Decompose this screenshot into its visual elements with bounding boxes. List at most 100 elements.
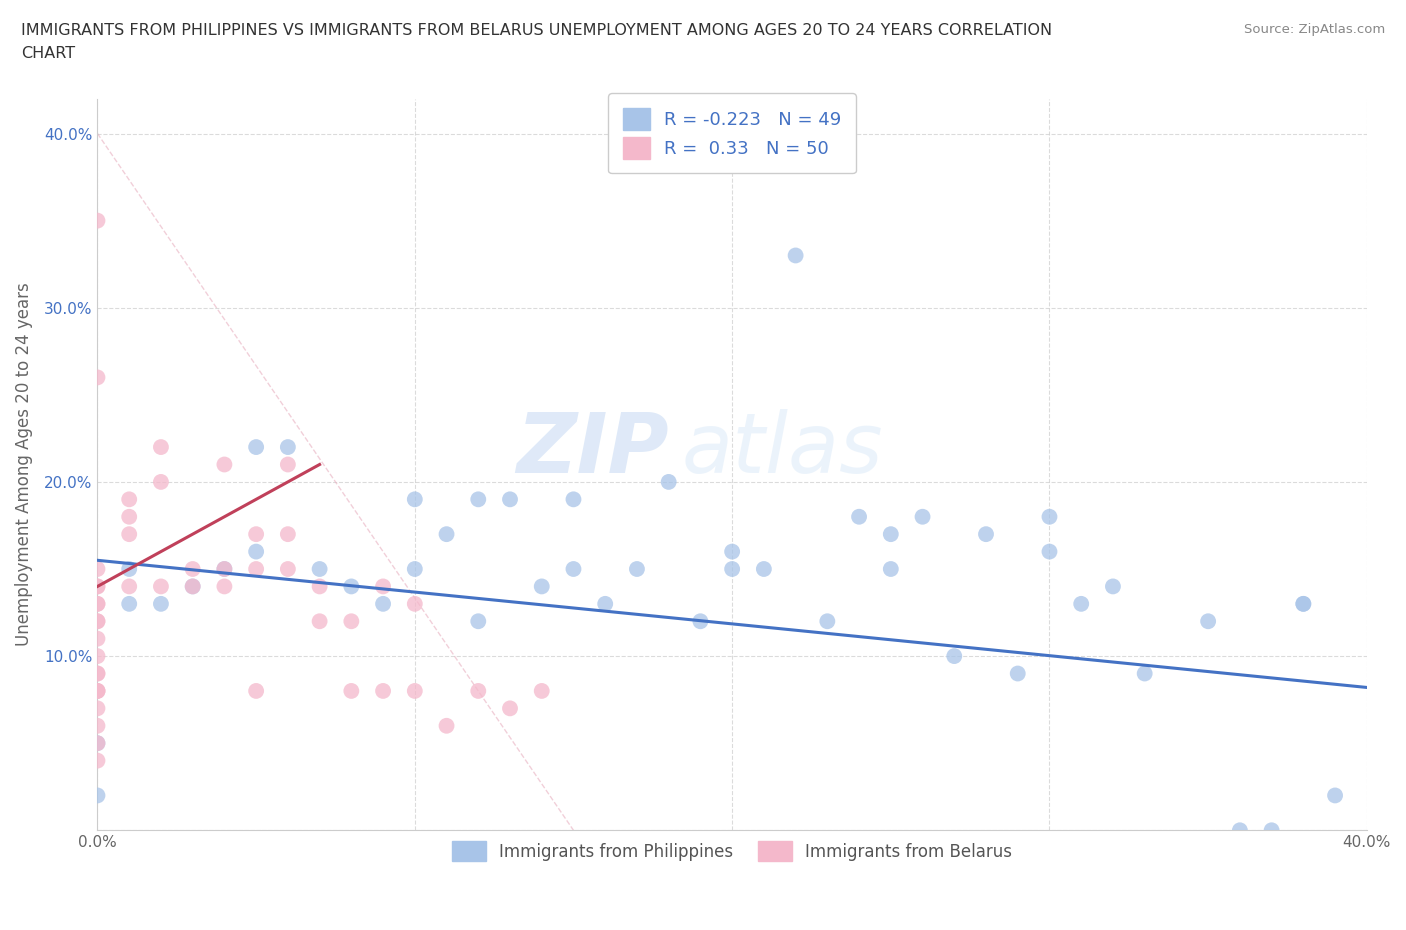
Point bbox=[86, 684, 108, 698]
Point bbox=[118, 492, 141, 507]
Point bbox=[245, 684, 267, 698]
Point bbox=[1038, 510, 1060, 525]
Point bbox=[562, 562, 585, 577]
Point bbox=[371, 579, 394, 594]
Point bbox=[86, 562, 108, 577]
Point bbox=[1260, 823, 1282, 838]
Point bbox=[86, 666, 108, 681]
Point bbox=[404, 562, 426, 577]
Point bbox=[181, 562, 204, 577]
Point bbox=[86, 370, 108, 385]
Point bbox=[86, 684, 108, 698]
Point bbox=[593, 596, 616, 611]
Point bbox=[911, 510, 934, 525]
Point bbox=[404, 684, 426, 698]
Point bbox=[149, 474, 172, 489]
Point bbox=[530, 579, 553, 594]
Point bbox=[245, 544, 267, 559]
Point bbox=[245, 526, 267, 541]
Point bbox=[562, 492, 585, 507]
Point bbox=[467, 614, 489, 629]
Point bbox=[974, 526, 997, 541]
Point bbox=[499, 701, 522, 716]
Point bbox=[880, 562, 903, 577]
Point bbox=[181, 579, 204, 594]
Point bbox=[436, 718, 458, 733]
Point bbox=[214, 562, 236, 577]
Point bbox=[721, 544, 744, 559]
Point bbox=[880, 526, 903, 541]
Point bbox=[340, 614, 363, 629]
Point bbox=[404, 596, 426, 611]
Point bbox=[1038, 544, 1060, 559]
Point bbox=[86, 631, 108, 646]
Point bbox=[1292, 596, 1315, 611]
Point bbox=[1133, 666, 1156, 681]
Point bbox=[86, 736, 108, 751]
Point bbox=[308, 614, 330, 629]
Text: ZIP: ZIP bbox=[516, 409, 669, 490]
Point bbox=[404, 492, 426, 507]
Point bbox=[86, 648, 108, 663]
Point bbox=[86, 596, 108, 611]
Point bbox=[371, 596, 394, 611]
Point bbox=[181, 579, 204, 594]
Point bbox=[118, 562, 141, 577]
Point bbox=[86, 684, 108, 698]
Point bbox=[277, 457, 299, 472]
Point bbox=[277, 526, 299, 541]
Point bbox=[371, 684, 394, 698]
Point bbox=[626, 562, 648, 577]
Point bbox=[1102, 579, 1125, 594]
Point bbox=[815, 614, 838, 629]
Point bbox=[277, 440, 299, 455]
Point bbox=[245, 440, 267, 455]
Point bbox=[149, 579, 172, 594]
Legend: Immigrants from Philippines, Immigrants from Belarus: Immigrants from Philippines, Immigrants … bbox=[444, 832, 1021, 870]
Point bbox=[1070, 596, 1092, 611]
Point bbox=[785, 248, 807, 263]
Point bbox=[658, 474, 681, 489]
Point bbox=[943, 648, 966, 663]
Point bbox=[118, 510, 141, 525]
Text: Source: ZipAtlas.com: Source: ZipAtlas.com bbox=[1244, 23, 1385, 36]
Point bbox=[340, 684, 363, 698]
Point bbox=[1007, 666, 1029, 681]
Point bbox=[689, 614, 711, 629]
Point bbox=[1292, 596, 1315, 611]
Point bbox=[86, 579, 108, 594]
Text: CHART: CHART bbox=[21, 46, 75, 61]
Point bbox=[340, 579, 363, 594]
Point bbox=[86, 213, 108, 228]
Point bbox=[86, 736, 108, 751]
Point bbox=[86, 596, 108, 611]
Point bbox=[499, 492, 522, 507]
Point bbox=[214, 562, 236, 577]
Point bbox=[86, 753, 108, 768]
Point bbox=[118, 526, 141, 541]
Point bbox=[86, 718, 108, 733]
Point bbox=[467, 684, 489, 698]
Point bbox=[86, 579, 108, 594]
Point bbox=[86, 788, 108, 803]
Point bbox=[214, 579, 236, 594]
Point bbox=[118, 579, 141, 594]
Point bbox=[752, 562, 775, 577]
Text: atlas: atlas bbox=[682, 409, 883, 490]
Point bbox=[277, 562, 299, 577]
Point bbox=[848, 510, 870, 525]
Point bbox=[86, 666, 108, 681]
Point bbox=[467, 492, 489, 507]
Point bbox=[245, 562, 267, 577]
Point bbox=[86, 614, 108, 629]
Point bbox=[118, 596, 141, 611]
Point bbox=[1324, 788, 1347, 803]
Point bbox=[721, 562, 744, 577]
Point bbox=[149, 440, 172, 455]
Point bbox=[1197, 614, 1219, 629]
Y-axis label: Unemployment Among Ages 20 to 24 years: Unemployment Among Ages 20 to 24 years bbox=[15, 283, 32, 646]
Point bbox=[214, 457, 236, 472]
Point bbox=[530, 684, 553, 698]
Text: IMMIGRANTS FROM PHILIPPINES VS IMMIGRANTS FROM BELARUS UNEMPLOYMENT AMONG AGES 2: IMMIGRANTS FROM PHILIPPINES VS IMMIGRANT… bbox=[21, 23, 1052, 38]
Point bbox=[149, 596, 172, 611]
